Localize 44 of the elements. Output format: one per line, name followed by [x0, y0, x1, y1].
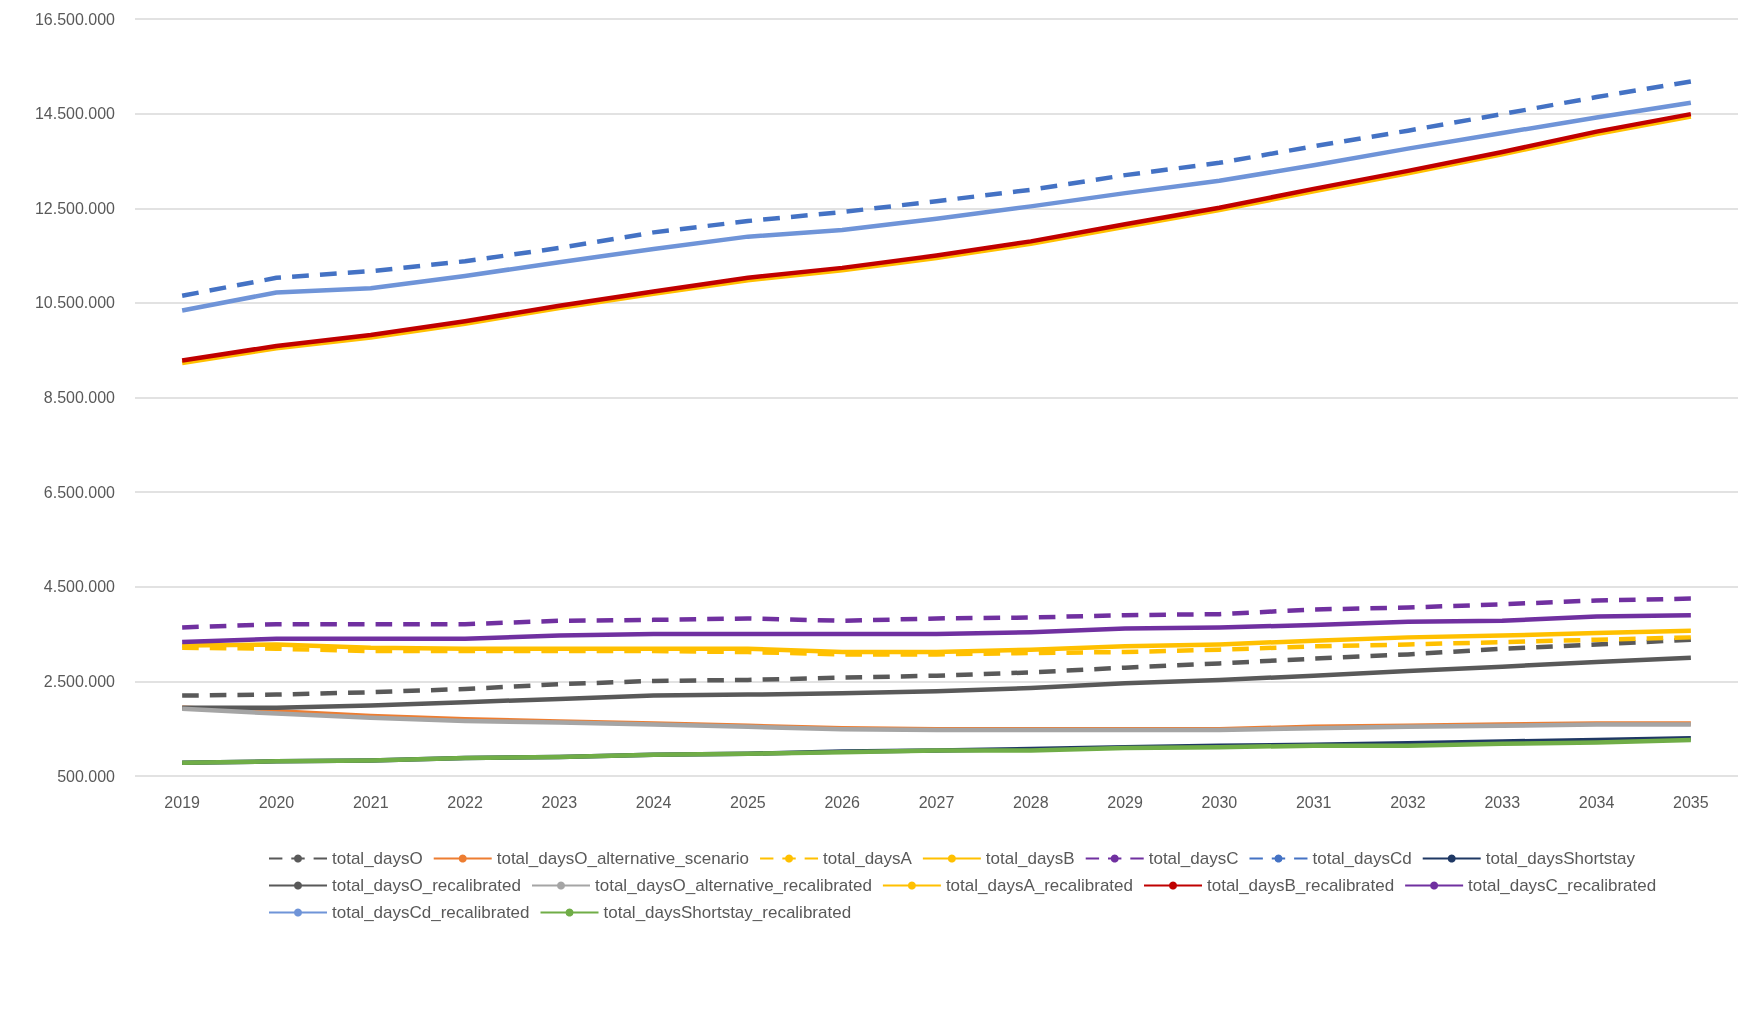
x-tick-label: 2030 — [1201, 793, 1238, 811]
x-tick-label: 2020 — [258, 793, 295, 811]
x-tick-label: 2034 — [1578, 793, 1615, 811]
x-tick-label: 2029 — [1107, 793, 1143, 811]
x-tick-label: 2022 — [447, 793, 483, 811]
y-tick-label: 12.500.000 — [34, 199, 116, 217]
legend-label: total_daysO_recalibrated — [332, 876, 522, 895]
x-tick-label: 2028 — [1013, 793, 1049, 811]
x-tick-label: 2023 — [541, 793, 578, 811]
x-tick-label: 2019 — [164, 793, 201, 811]
legend-label: total_daysA — [823, 849, 913, 868]
y-tick-label: 6.500.000 — [43, 483, 116, 501]
legend-label: total_daysShortstay_recalibrated — [603, 903, 852, 922]
x-tick-label: 2032 — [1390, 793, 1426, 811]
x-tick-label: 2025 — [730, 793, 766, 811]
y-tick-label: 4.500.000 — [43, 578, 116, 596]
legend-label: total_daysB_recalibrated — [1207, 876, 1395, 895]
legend-label: total_daysA_recalibrated — [945, 876, 1134, 895]
y-tick-label: 8.500.000 — [43, 389, 116, 406]
x-tick-label: 2024 — [635, 793, 672, 811]
legend-label: total_daysCd — [1312, 849, 1412, 868]
y-tick-label: 16.500.000 — [34, 10, 116, 28]
legend-label: total_daysC — [1148, 849, 1239, 868]
x-tick-label: 2026 — [824, 793, 861, 811]
legend-label: total_daysShortstay — [1485, 849, 1636, 868]
line-series — [179, 596, 1694, 630]
legend-label: total_daysC_recalibrated — [1468, 876, 1657, 895]
line-series — [179, 612, 1694, 645]
x-tick-label: 2021 — [352, 793, 389, 811]
line-series — [179, 655, 1694, 711]
y-tick-label: 500.000 — [57, 767, 116, 785]
legend-label: total_daysB — [985, 849, 1075, 868]
legend-label: total_daysO — [332, 849, 423, 868]
line-series — [179, 637, 1694, 698]
y-tick-label: 2.500.000 — [43, 672, 116, 690]
x-tick-label: 2031 — [1295, 793, 1332, 811]
x-tick-label: 2027 — [918, 793, 955, 811]
x-tick-label: 2033 — [1484, 793, 1521, 811]
legend-label: total_daysCd_recalibrated — [332, 903, 530, 922]
legend-label: total_daysO_alternative_recalibrated — [595, 876, 872, 895]
legend-label: total_daysO_alternative_scenario — [496, 849, 750, 868]
x-tick-label: 2035 — [1673, 793, 1709, 811]
y-tick-label: 10.500.000 — [34, 294, 116, 312]
y-tick-label: 14.500.000 — [34, 105, 116, 123]
